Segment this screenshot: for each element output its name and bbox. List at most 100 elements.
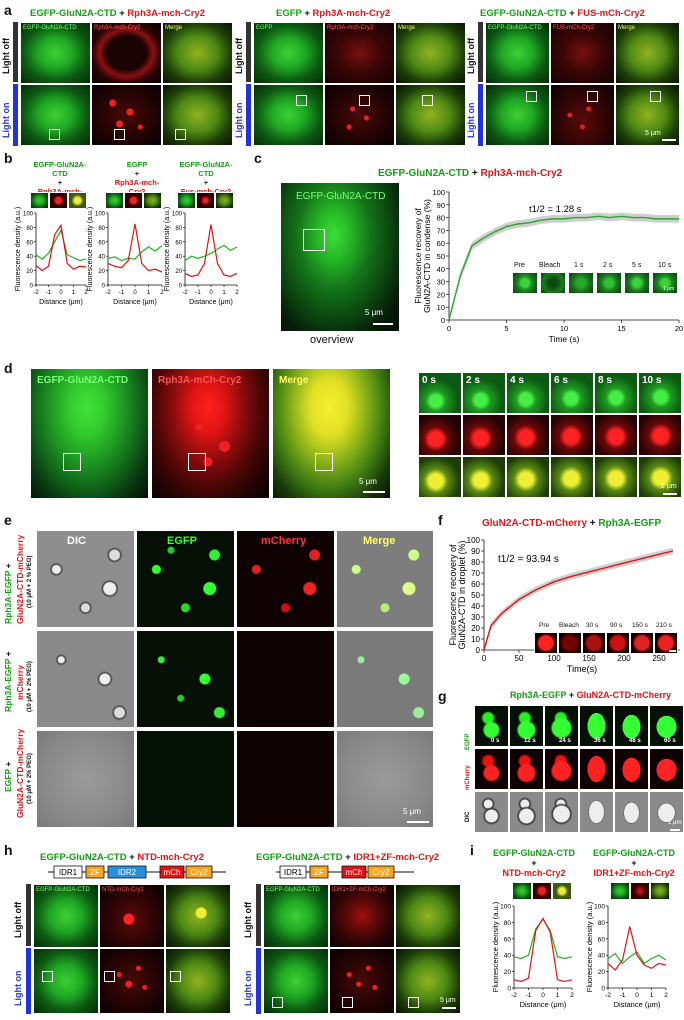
y-tick-label: 60 [98, 240, 105, 246]
b1-thumb-green [30, 192, 49, 209]
panel-label-c: c [254, 150, 262, 166]
x-tick-label: -2 [33, 290, 39, 296]
d-ts-merge-4 [594, 456, 638, 498]
c-overview-label: overview [310, 334, 354, 346]
e-row1-label2: GluN2A-CTD-mCherry [15, 534, 25, 624]
a-scale-label: 5 μm [645, 130, 661, 137]
series-line-1 [607, 926, 667, 971]
h-left-on-green [33, 948, 99, 1014]
e-row3-cond: (10 μM + 2% PEG) [27, 753, 33, 804]
f-frames: Pre Bleach 30 s 90 s 150 s 210 s [534, 622, 682, 658]
h-right-off-red: IDR1+ZF-mCh-Cry2 [329, 884, 395, 948]
x-tick-label: 1 [147, 290, 151, 296]
h-left-off-bar [26, 884, 31, 946]
y-axis-label: Fluorescence density (a.u.) [87, 207, 94, 291]
series-line-1 [184, 224, 238, 277]
g-egfp-2: 24 s [544, 705, 579, 747]
a3-on-green-image [485, 84, 550, 146]
y-tick-label: 60 [504, 936, 512, 943]
x-axis-label: Distance (μm) [39, 299, 83, 306]
a1-light-on-bar [13, 84, 18, 146]
x-tick-label: -1 [46, 290, 52, 296]
a1-title: EGFP-GluN2A-CTD + Rph3A-mch-Cry2 [30, 8, 206, 19]
d-ts-merge-3 [550, 456, 594, 498]
panel-label-i: i [470, 842, 474, 858]
x-tick-label: 100 [547, 654, 561, 663]
e-r2-merge [336, 630, 434, 728]
y-axis-label: Fluorescence density (a.u.) [164, 207, 171, 291]
e-r1-mcherry: mCherry [236, 530, 335, 628]
y-axis-label: Fluorescence recovery of [413, 208, 423, 304]
x-tick-label: 50 [515, 654, 524, 663]
x-axis-label: Time (s) [549, 334, 580, 344]
b3-thumb-red [196, 192, 215, 209]
a1-light-off-bar [13, 22, 18, 82]
y-tick-label: 80 [504, 920, 512, 927]
x-tick-label: -1 [620, 992, 626, 999]
c-frame-2s [596, 272, 622, 294]
g-mcherry-3 [579, 748, 614, 790]
y-tick-label: 0 [102, 284, 106, 290]
h-left-on-red [99, 948, 165, 1014]
roi-box [296, 95, 307, 106]
panel-label-a: a [4, 2, 12, 18]
x-tick-label: -1 [526, 992, 532, 999]
d-ts-red-0 [418, 414, 462, 456]
h-right-off-label: Light off [243, 902, 253, 938]
y-tick-label: 80 [471, 558, 480, 567]
roi-box [272, 997, 283, 1008]
a2-light-on-bar [246, 84, 251, 146]
y-axis-label: Fluorescence recovery of [448, 544, 458, 646]
scale-bar [442, 1007, 456, 1009]
e-scale-bar [407, 821, 429, 823]
b2-thumb-red [124, 192, 143, 209]
d-ts-green-0: 0 s [418, 372, 462, 414]
h-left-off-green: EGFP-GluN2A-CTD [33, 884, 99, 948]
y-tick-label: 50 [437, 252, 445, 261]
f-frame-30s [582, 632, 606, 654]
x-tick-label: 0 [635, 992, 639, 999]
i1-thumb-red [532, 882, 552, 900]
d-ts-green-3: 6 s [550, 372, 594, 414]
e-r1-dic: DIC [36, 530, 135, 628]
y-tick-label: 20 [437, 290, 445, 299]
h-right-off-green: EGFP-GluN2A-CTD [263, 884, 329, 948]
c-frame-10s: 1 μm [652, 272, 678, 294]
c-frame-bleach [540, 272, 566, 294]
y-tick-label: 70 [437, 226, 445, 235]
a2-off-green-image: EGFP [253, 22, 324, 84]
h-right-off-bar [256, 884, 261, 946]
a1-on-merge-image [162, 84, 233, 146]
g-dic-5: 2 μm [649, 791, 684, 833]
d-ts-merge-1 [462, 456, 506, 498]
y-tick-label: 20 [175, 269, 182, 275]
roi-box [104, 971, 115, 982]
y-tick-label: 20 [598, 969, 606, 976]
scale-bar [662, 139, 676, 141]
i1-thumb-merge [552, 882, 572, 900]
roi-box [526, 91, 537, 102]
b3-thumb-merge [215, 192, 234, 209]
y-tick-label: 30 [471, 613, 480, 622]
b1-thumb-red [49, 192, 68, 209]
y-tick-label: 80 [175, 226, 182, 232]
error-band [484, 547, 673, 650]
y-tick-label: 100 [95, 212, 106, 218]
y-tick-label: 0 [30, 284, 34, 290]
y-tick-label: 0 [476, 646, 481, 655]
series-line-1 [513, 917, 573, 983]
domain-mch-label: mCh [346, 868, 363, 877]
h-right-on-label: Light on [243, 970, 253, 1007]
y-axis-label-2: GluN2A-CTD in condense (%) [422, 199, 432, 313]
a2-off-red-image: Rph3A-mch-Cry2 [324, 22, 395, 84]
y-tick-label: 30 [437, 278, 445, 287]
c-roi-box [303, 229, 325, 251]
panel-label-e: e [4, 512, 12, 528]
f-frame-90s [606, 632, 630, 654]
g-row-egfp: EGFP [465, 733, 471, 750]
y-tick-label: 0 [179, 284, 183, 290]
y-tick-label: 40 [175, 255, 182, 261]
h-left-off-red: NTD-mCh-Cry2 [99, 884, 165, 948]
a2-light-on-label: Light on [234, 102, 244, 139]
